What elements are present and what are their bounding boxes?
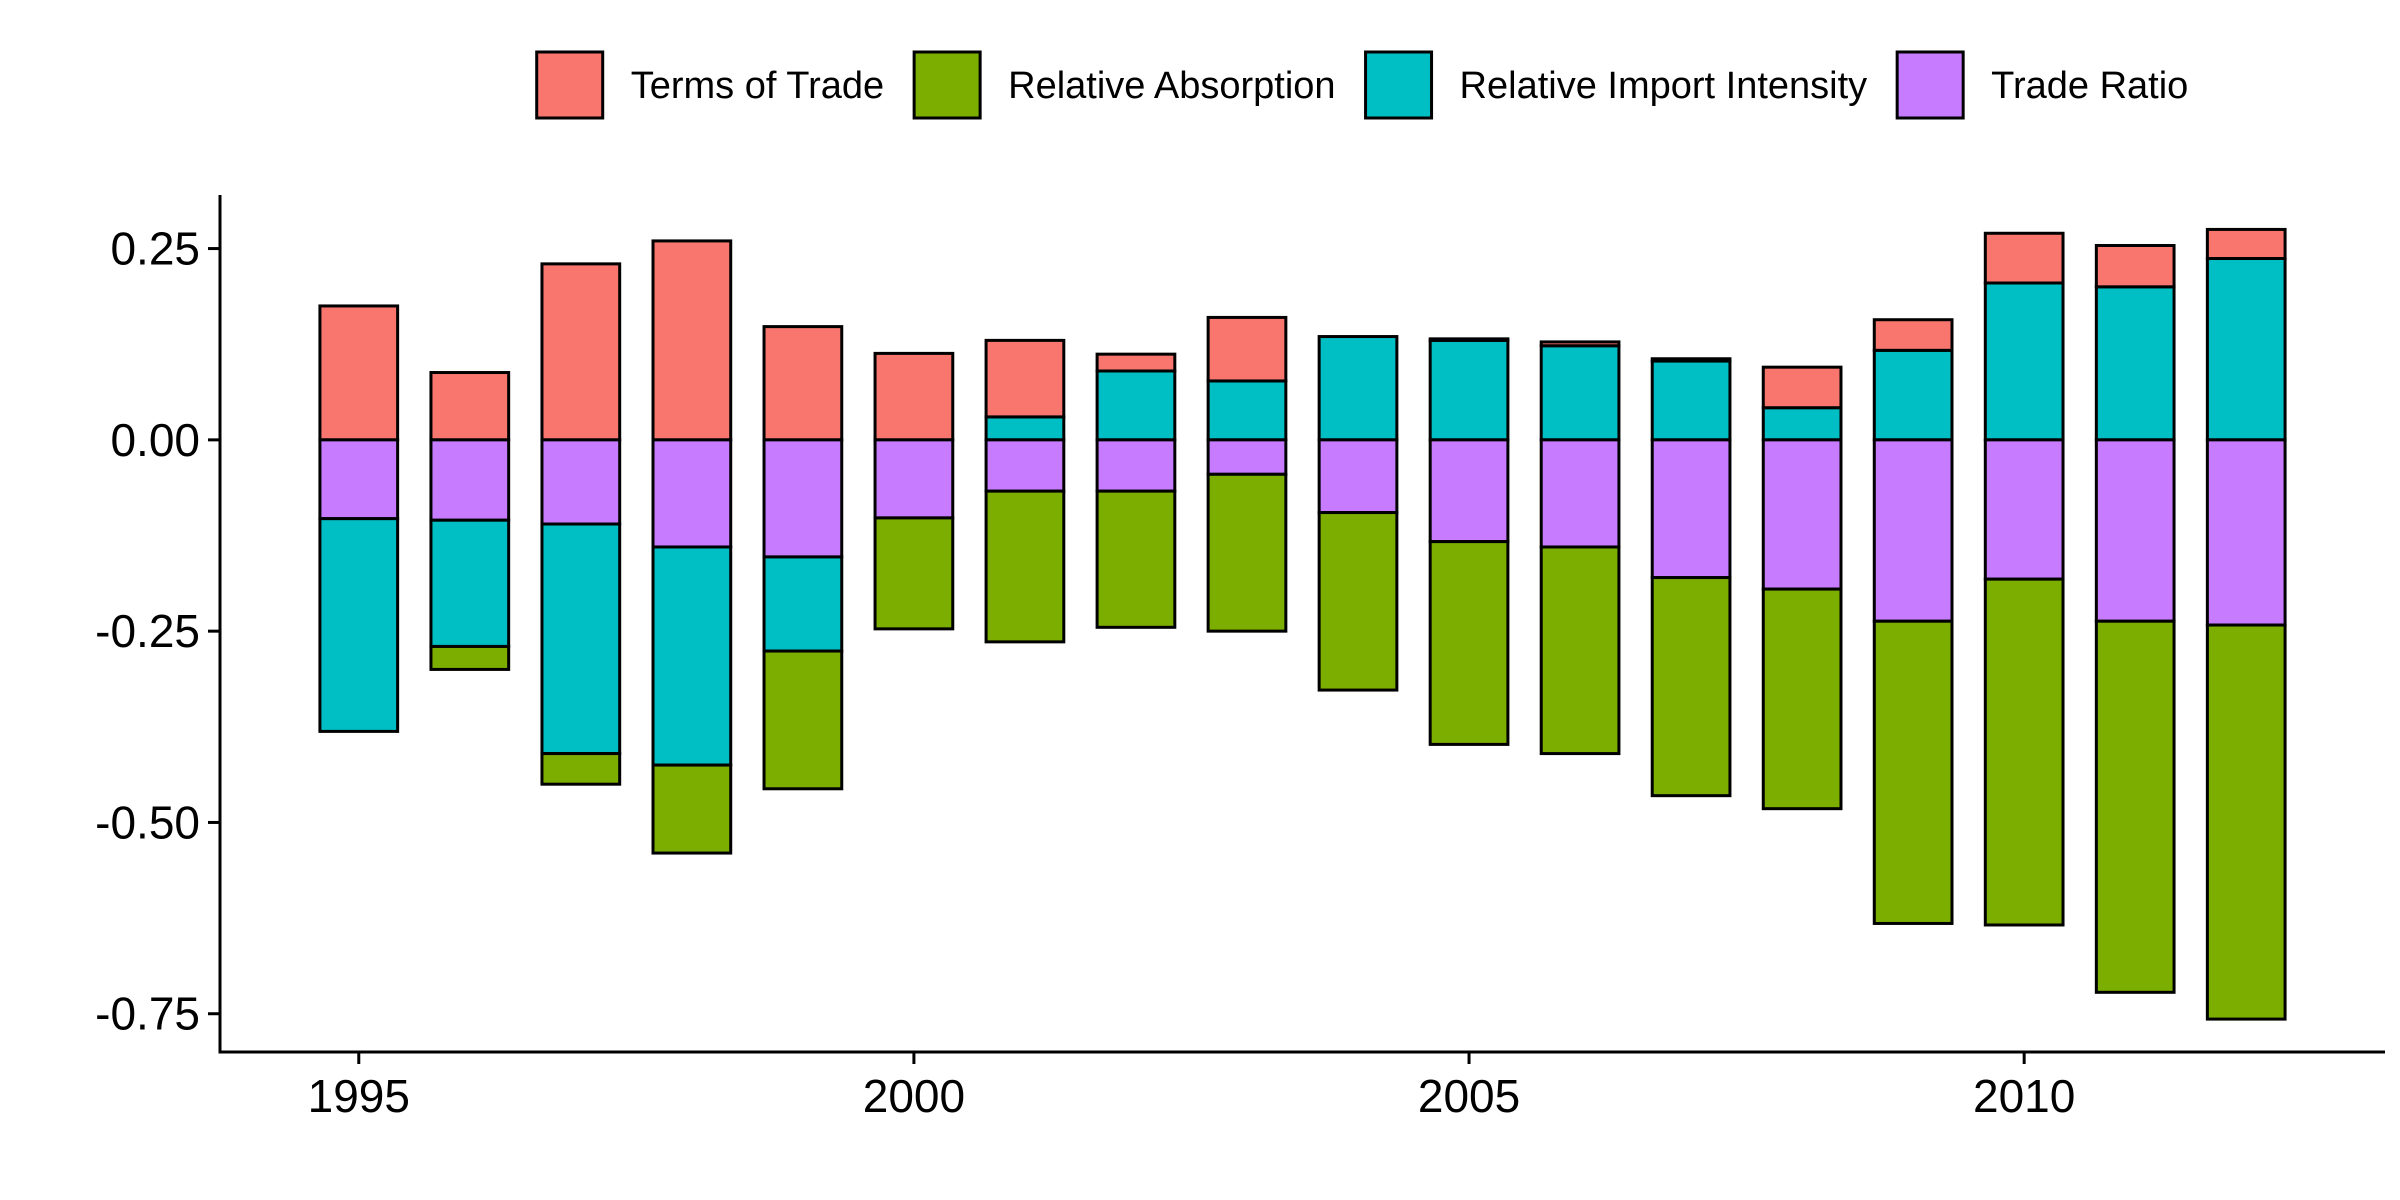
x-tick-label: 1995 — [308, 1070, 410, 1122]
bar-2001-relative-import-intensity — [984, 415, 1066, 442]
bar-1999-relative-import-intensity — [762, 555, 844, 653]
bar-2001-trade-ratio — [984, 438, 1066, 493]
bar-1998-trade-ratio — [651, 438, 733, 549]
bar-2012-relative-import-intensity — [2205, 257, 2287, 442]
bar-2012-relative-absorption — [2205, 623, 2287, 1021]
bar-1999-trade-ratio — [762, 438, 844, 559]
bar-1999-relative-absorption — [762, 649, 844, 791]
bar-2002-terms-of-trade — [1095, 352, 1177, 373]
bar-2006-relative-absorption — [1539, 545, 1621, 756]
legend-key-terms-of-trade — [535, 50, 605, 120]
bar-2010-relative-absorption — [1983, 577, 2065, 927]
legend-item-relative-import-intensity: Relative Import Intensity — [1364, 50, 1868, 120]
bar-1998-terms-of-trade — [651, 239, 733, 442]
bar-1996-relative-absorption — [429, 644, 511, 671]
bar-1997-relative-absorption — [540, 752, 622, 786]
bar-2002-relative-import-intensity — [1095, 369, 1177, 442]
bar-1995-terms-of-trade — [318, 304, 400, 442]
legend-key-trade-ratio — [1895, 50, 1965, 120]
legend-item-trade-ratio: Trade Ratio — [1895, 50, 2188, 120]
legend-key-relative-import-intensity — [1364, 50, 1434, 120]
legend-label: Relative Import Intensity — [1460, 65, 1868, 107]
bar-1996-trade-ratio — [429, 438, 511, 522]
bar-1996-relative-import-intensity — [429, 518, 511, 648]
bar-2010-trade-ratio — [1983, 438, 2065, 581]
bar-2007-relative-absorption — [1650, 576, 1732, 798]
bar-2009-terms-of-trade — [1872, 318, 1954, 352]
legend-label: Trade Ratio — [1991, 65, 2188, 107]
bar-1998-relative-absorption — [651, 763, 733, 855]
bar-2008-terms-of-trade — [1761, 365, 1843, 410]
bar-2011-terms-of-trade — [2094, 244, 2176, 289]
legend-item-relative-absorption: Relative Absorption — [912, 50, 1336, 120]
bar-2009-relative-import-intensity — [1872, 348, 1954, 442]
bar-2000-terms-of-trade — [873, 351, 955, 442]
bar-1997-terms-of-trade — [540, 262, 622, 442]
legend: Terms of Trade Relative Absorption Relativ… — [535, 50, 2188, 120]
bar-2006-trade-ratio — [1539, 438, 1621, 549]
bar-1999-terms-of-trade — [762, 325, 844, 442]
bar-2000-relative-absorption — [873, 516, 955, 631]
x-tick-label: 2000 — [863, 1070, 965, 1122]
bar-2011-relative-absorption — [2094, 619, 2176, 994]
bar-1998-relative-import-intensity — [651, 545, 733, 767]
bar-2003-relative-absorption — [1206, 472, 1288, 633]
bar-2008-relative-absorption — [1761, 587, 1843, 811]
bar-2008-relative-import-intensity — [1761, 406, 1843, 442]
bar-2002-relative-absorption — [1095, 489, 1177, 629]
y-tick-label: 0.00 — [110, 414, 200, 466]
bar-2005-trade-ratio — [1428, 438, 1510, 544]
y-tick-label: 0.25 — [110, 223, 200, 275]
bar-2010-relative-import-intensity — [1983, 281, 2065, 442]
legend-item-terms-of-trade: Terms of Trade — [535, 50, 884, 120]
bar-1996-terms-of-trade — [429, 371, 511, 442]
bar-2007-trade-ratio — [1650, 438, 1732, 580]
bar-2005-terms-of-trade — [1428, 337, 1510, 342]
legend-label: Relative Absorption — [1008, 65, 1335, 107]
bar-2008-trade-ratio — [1761, 438, 1843, 591]
bars — [318, 227, 2287, 1021]
bar-2006-terms-of-trade — [1539, 340, 1621, 348]
bar-2012-terms-of-trade — [2205, 227, 2287, 261]
bar-2003-relative-import-intensity — [1206, 379, 1288, 442]
bar-2007-relative-import-intensity — [1650, 359, 1732, 442]
bar-2009-trade-ratio — [1872, 438, 1954, 623]
axes: 0.25 0.00 -0.25 -0.50 -0.75 1995 2000 2005 2010 — [95, 195, 2385, 1122]
bar-2004-relative-import-intensity — [1317, 335, 1399, 442]
bar-1997-trade-ratio — [540, 438, 622, 526]
bar-2002-trade-ratio — [1095, 438, 1177, 493]
bar-2007-terms-of-trade — [1650, 357, 1732, 363]
bar-2000-trade-ratio — [873, 438, 955, 520]
legend-key-relative-absorption — [912, 50, 982, 120]
bar-2012-trade-ratio — [2205, 438, 2287, 627]
bar-2003-trade-ratio — [1206, 438, 1288, 476]
bar-1995-trade-ratio — [318, 438, 400, 521]
bar-2004-relative-absorption — [1317, 511, 1399, 692]
bar-2010-terms-of-trade — [1983, 231, 2065, 285]
bar-2003-terms-of-trade — [1206, 315, 1288, 383]
bar-2011-relative-import-intensity — [2094, 285, 2176, 442]
bar-2009-relative-absorption — [1872, 619, 1954, 925]
bar-2005-relative-import-intensity — [1428, 338, 1510, 442]
legend-label: Terms of Trade — [631, 65, 884, 107]
bar-1997-relative-import-intensity — [540, 522, 622, 756]
bar-2004-trade-ratio — [1317, 438, 1399, 515]
x-tick-label: 2005 — [1418, 1070, 1520, 1122]
bar-2001-relative-absorption — [984, 489, 1066, 644]
y-tick-label: -0.75 — [95, 988, 200, 1040]
bar-1995-relative-import-intensity — [318, 517, 400, 733]
bar-2006-relative-import-intensity — [1539, 344, 1621, 442]
y-tick-label: -0.25 — [95, 605, 200, 657]
bar-2001-terms-of-trade — [984, 338, 1066, 419]
y-tick-label: -0.50 — [95, 796, 200, 848]
bar-2005-relative-absorption — [1428, 540, 1510, 746]
x-tick-label: 2010 — [1973, 1070, 2075, 1122]
bar-2011-trade-ratio — [2094, 438, 2176, 623]
